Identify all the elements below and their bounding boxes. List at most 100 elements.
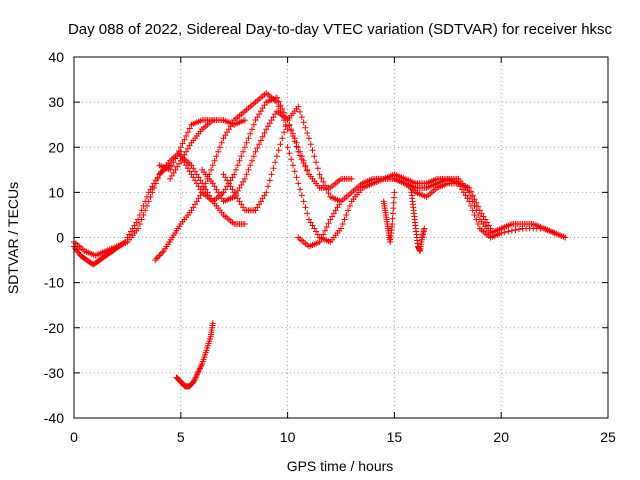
data-point	[174, 163, 181, 170]
chart-title: Day 088 of 2022, Sidereal Day-to-day VTE…	[68, 21, 613, 38]
data-point	[241, 117, 248, 124]
data-point	[172, 155, 179, 162]
data-point	[209, 320, 216, 327]
data-point	[256, 201, 263, 208]
data-point	[216, 192, 223, 199]
data-point	[204, 189, 211, 196]
data-point	[236, 184, 243, 191]
data-point	[329, 213, 336, 220]
y-tick-label: 40	[48, 49, 64, 65]
data-point	[272, 159, 279, 166]
data-point	[167, 175, 174, 182]
data-point	[238, 153, 245, 160]
data-point	[391, 189, 398, 196]
data-point	[321, 227, 328, 234]
data-point	[195, 174, 202, 181]
data-point	[243, 171, 250, 178]
data-point	[300, 198, 307, 205]
data-point	[156, 252, 163, 259]
data-point	[184, 129, 191, 136]
y-axis-label: SDTVAR / TECUs	[5, 182, 21, 294]
series-arc-10	[177, 153, 248, 227]
data-point	[174, 151, 181, 158]
data-point	[341, 216, 348, 223]
data-point	[261, 129, 268, 136]
series-arc-11	[173, 320, 216, 390]
data-point	[257, 137, 264, 144]
data-point	[220, 189, 227, 196]
data-point	[275, 147, 282, 154]
data-point	[316, 171, 323, 178]
data-point	[124, 234, 131, 241]
data-point	[240, 178, 247, 185]
data-point	[469, 207, 476, 214]
data-point	[234, 187, 241, 194]
data-point	[321, 182, 328, 189]
data-points	[71, 90, 569, 390]
data-point	[136, 220, 143, 227]
data-point	[268, 117, 275, 124]
data-point	[266, 177, 273, 184]
data-point	[346, 202, 353, 209]
data-point	[284, 126, 291, 133]
data-point	[311, 225, 318, 232]
data-point	[343, 211, 350, 218]
data-point	[241, 144, 248, 151]
data-point	[313, 228, 320, 235]
data-point	[473, 216, 480, 223]
data-point	[302, 204, 309, 211]
data-point	[501, 229, 508, 236]
data-point	[183, 132, 190, 139]
data-point	[176, 160, 183, 167]
data-point	[314, 165, 321, 172]
data-point	[192, 168, 199, 175]
data-point	[334, 204, 341, 211]
data-point	[213, 153, 220, 160]
data-point	[272, 111, 279, 118]
data-point	[220, 135, 227, 142]
data-point	[266, 120, 273, 127]
y-tick-label: -30	[44, 365, 64, 381]
data-point	[254, 145, 261, 152]
data-point	[177, 144, 184, 151]
data-point	[232, 166, 239, 173]
data-point	[192, 201, 199, 208]
data-point	[302, 162, 309, 169]
x-tick-label: 15	[387, 429, 403, 445]
data-point	[229, 186, 236, 193]
data-point	[243, 139, 250, 146]
series-arc-14	[380, 189, 398, 246]
data-point	[265, 123, 272, 130]
data-point	[241, 175, 248, 182]
data-point	[390, 199, 397, 206]
data-point	[284, 144, 291, 151]
y-tick-label: -40	[44, 410, 64, 426]
series-arc-8	[220, 103, 344, 214]
data-point	[263, 126, 270, 133]
data-point	[193, 171, 200, 178]
series-arc-16	[391, 175, 494, 232]
data-point	[261, 192, 268, 199]
data-point	[245, 135, 252, 142]
data-point	[225, 126, 232, 133]
data-point	[332, 207, 339, 214]
data-point	[476, 207, 483, 214]
data-point	[142, 198, 149, 205]
data-point	[389, 220, 396, 227]
data-point	[295, 144, 302, 151]
y-tick-label: 30	[48, 94, 64, 110]
data-point	[338, 225, 344, 232]
tick-labels: 0 5 10 15 20 25 -40 -30 -20 -10 0 10 20 30 40	[44, 49, 616, 445]
data-point	[209, 162, 216, 169]
data-point	[127, 228, 134, 235]
data-point	[224, 129, 231, 136]
data-point	[215, 148, 222, 155]
data-point	[209, 117, 216, 124]
data-point	[339, 220, 346, 227]
data-point	[505, 228, 512, 235]
y-tick-label: 10	[48, 184, 64, 200]
data-point	[516, 226, 522, 233]
data-point	[159, 249, 166, 256]
data-point	[225, 180, 232, 187]
data-point	[143, 193, 150, 200]
